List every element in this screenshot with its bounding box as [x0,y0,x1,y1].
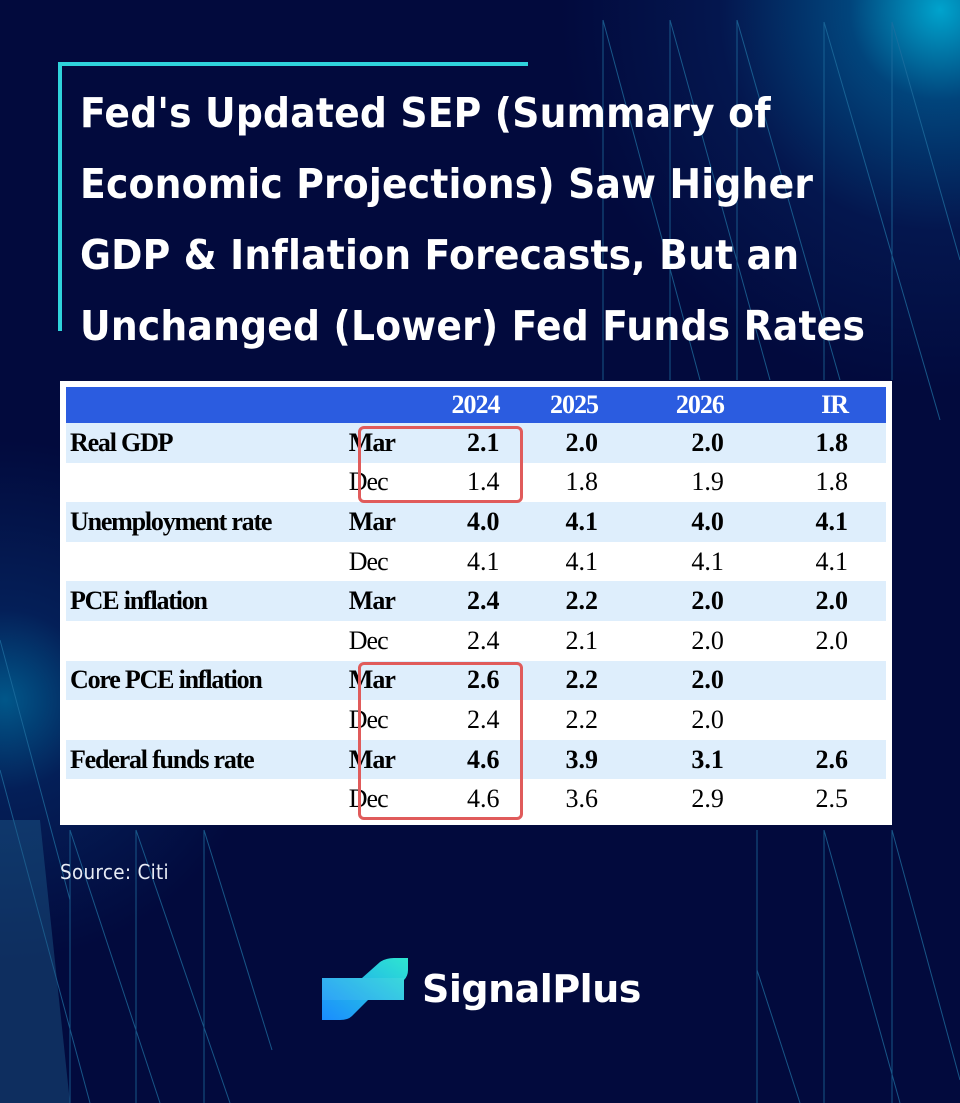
row-label [66,541,345,582]
table-row: Dec 1.4 1.8 1.9 1.8 [66,462,886,503]
title-accent-bar-top [58,62,528,66]
cell-value: 4.6 [442,739,500,780]
row-period: Mar [344,502,443,542]
cell-value: 2.1 [499,620,621,661]
row-label [66,462,345,503]
cell-value [745,700,886,740]
title-line: GDP & Inflation Forecasts, But an [80,231,800,279]
table-row: Dec 2.4 2.2 2.0 [66,700,886,740]
cell-value: 4.1 [499,541,621,582]
table-row: Dec 2.4 2.1 2.0 2.0 [66,620,886,661]
table-row: Real GDP Mar 2.1 2.0 2.0 1.8 [66,423,886,463]
title-line: Unchanged (Lower) Fed Funds Rates [80,302,866,350]
cell-value: 2.0 [620,581,746,621]
cell-value: 2.0 [620,700,746,740]
page-title: Fed's Updated SEP (Summary of Economic P… [80,78,866,362]
cell-value: 2.0 [620,423,746,463]
table-header-row: 2024 2025 2026 IR [66,387,886,423]
cell-value: 2.0 [620,620,746,661]
cell-value: 3.1 [620,739,746,780]
row-label [66,620,345,661]
header-longer-run: IR [745,387,886,423]
table-row: Dec 4.1 4.1 4.1 4.1 [66,541,886,582]
cell-value: 1.9 [620,462,746,503]
cell-value: 4.1 [745,502,886,542]
cell-value: 2.4 [442,700,500,740]
header-period [344,387,443,423]
row-period: Dec [344,700,443,740]
table-row: Dec 4.6 3.6 2.9 2.5 [66,779,886,819]
cell-value: 2.9 [620,779,746,819]
cell-value: 2.1 [442,423,500,463]
title-line: Economic Projections) Saw Higher [80,160,814,208]
header-label [66,387,345,423]
cell-value: 4.1 [499,502,621,542]
row-period: Dec [344,779,443,819]
header-2026: 2026 [620,387,746,423]
table-row: Unemployment rate Mar 4.0 4.1 4.0 4.1 [66,502,886,542]
sep-table: 2024 2025 2026 IR Real GDP Mar 2.1 2.0 2.0 1.… [66,387,886,819]
cell-value: 4.6 [442,779,500,819]
cell-value: 1.4 [442,462,500,503]
header-2025: 2025 [499,387,621,423]
row-period: Dec [344,620,443,661]
cell-value: 1.8 [745,462,886,503]
cell-value: 3.6 [499,779,621,819]
cell-value: 4.1 [745,541,886,582]
brand-logo: SignalPlus [322,958,641,1020]
table-row: PCE inflation Mar 2.4 2.2 2.0 2.0 [66,581,886,621]
cell-value: 2.4 [442,620,500,661]
row-period: Dec [344,541,443,582]
cell-value: 2.6 [745,739,886,780]
cell-value: 2.4 [442,581,500,621]
row-label: PCE inflation [66,581,345,621]
row-label [66,779,345,819]
cell-value: 2.2 [499,581,621,621]
header-2024: 2024 [442,387,501,423]
row-period: Mar [344,739,443,780]
cell-value: 2.0 [745,581,886,621]
row-period: Dec [344,462,443,503]
table-row: Core PCE inflation Mar 2.6 2.2 2.0 [66,660,886,701]
brand-name: SignalPlus [422,967,641,1011]
cell-value: 2.0 [620,660,746,701]
row-label: Real GDP [66,423,345,463]
cell-value: 3.9 [499,739,621,780]
row-label: Core PCE inflation [66,660,345,701]
cell-value: 2.6 [442,660,500,701]
cell-value: 4.1 [442,541,500,582]
row-label [66,700,345,740]
cell-value: 4.1 [620,541,746,582]
row-label: Unemployment rate [66,502,345,542]
row-period: Mar [344,660,443,701]
title-line: Fed's Updated SEP (Summary of [80,89,771,137]
cell-value: 2.0 [499,423,621,463]
row-period: Mar [344,423,443,463]
table-row: Federal funds rate Mar 4.6 3.9 3.1 2.6 [66,739,886,780]
cell-value: 2.5 [745,779,886,819]
signalplus-logo-icon [322,958,408,1020]
cell-value [745,660,886,701]
sep-table-card: 2024 2025 2026 IR Real GDP Mar 2.1 2.0 2.0 1.… [60,381,892,825]
row-period: Mar [344,581,443,621]
cell-value: 2.0 [745,620,886,661]
cell-value: 4.0 [442,502,500,542]
cell-value: 4.0 [620,502,746,542]
cell-value: 2.2 [499,700,621,740]
title-accent-bar-left [58,62,62,331]
row-label: Federal funds rate [66,739,345,780]
cell-value: 1.8 [499,462,621,503]
cell-value: 1.8 [745,423,886,463]
cell-value: 2.2 [499,660,621,701]
source-note: Source: Citi [60,860,169,884]
